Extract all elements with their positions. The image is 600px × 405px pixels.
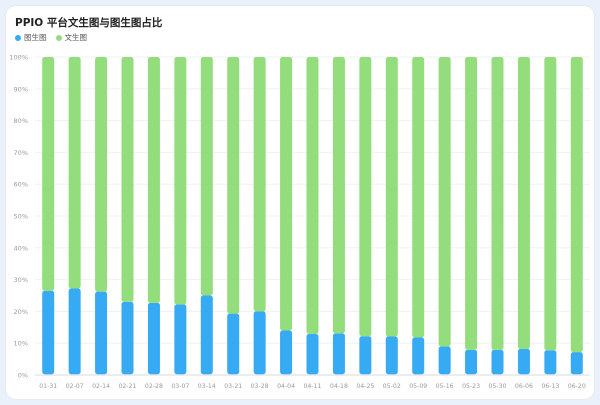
y-tick-label: 80% [14, 117, 28, 125]
x-tick-label: 04-25 [356, 383, 374, 390]
bar-segment-img2img [491, 349, 504, 375]
bar-segment-img2img [359, 336, 372, 375]
bar-segment-txt2img [174, 57, 187, 305]
x-tick-label: 06-06 [515, 383, 533, 390]
bar-segment-img2img [570, 352, 583, 375]
bar-segment-img2img [306, 333, 319, 375]
bar-segment-img2img [517, 348, 530, 375]
y-tick-label: 60% [14, 181, 28, 189]
y-tick-label: 40% [14, 244, 28, 252]
x-tick-label: 05-02 [383, 383, 401, 390]
bar-segment-img2img [253, 311, 266, 375]
bar-segment-img2img [174, 304, 187, 375]
bar-segment-img2img [227, 313, 240, 375]
x-tick-label: 04-18 [330, 383, 348, 390]
y-tick-label: 50% [14, 213, 28, 221]
legend-dot-txt2img [55, 34, 62, 41]
bar-segment-img2img [68, 288, 81, 375]
chart-legend: 图生图 文生图 [15, 32, 96, 43]
bar-segment-txt2img [227, 57, 240, 314]
bar-segment-img2img [544, 350, 557, 375]
bar-segment-txt2img [147, 57, 160, 303]
bar-segment-img2img [121, 301, 134, 375]
x-tick-label: 04-04 [277, 383, 295, 390]
x-tick-label: 05-23 [462, 383, 480, 390]
x-tick-label: 03-28 [251, 383, 269, 390]
bar-segment-txt2img [570, 57, 583, 353]
legend-dot-img2img [15, 34, 21, 41]
x-tick-label: 01-31 [39, 383, 57, 390]
bar-segment-img2img [42, 290, 55, 375]
bar-segment-txt2img [68, 57, 81, 289]
bar-segment-txt2img [359, 57, 372, 337]
y-tick-label: 90% [14, 85, 28, 93]
x-tick-label: 02-07 [66, 383, 84, 390]
bar-segment-img2img [95, 291, 108, 375]
y-tick-label: 20% [14, 308, 28, 316]
y-tick-label: 70% [14, 149, 28, 157]
bar-segment-img2img [465, 349, 478, 375]
bar-segment-txt2img [385, 57, 398, 337]
x-tick-label: 05-30 [489, 383, 507, 390]
bar-segment-img2img [385, 336, 398, 375]
x-tick-label: 02-21 [119, 383, 137, 390]
legend-item-txt2img[interactable]: 文生图 [55, 32, 88, 43]
bar-segment-txt2img [332, 57, 345, 334]
bar-segment-txt2img [465, 57, 478, 350]
x-tick-label: 04-11 [304, 383, 322, 390]
x-tick-label: 05-16 [436, 383, 454, 390]
x-tick-label: 06-20 [568, 383, 586, 390]
bar-segment-img2img [438, 346, 451, 375]
bar-segment-txt2img [544, 57, 557, 351]
x-tick-label: 03-21 [224, 383, 242, 390]
legend-item-img2img[interactable]: 图生图 [15, 32, 47, 43]
x-tick-label: 02-28 [145, 383, 163, 390]
y-tick-label: 30% [14, 276, 28, 284]
legend-label-txt2img: 文生图 [64, 33, 88, 42]
x-tick-label: 03-14 [198, 383, 216, 390]
bar-segment-img2img [280, 330, 293, 375]
bar-segment-txt2img [253, 57, 266, 312]
bar-segment-txt2img [517, 57, 530, 349]
y-tick-label: 100% [9, 54, 28, 62]
y-tick-label: 0% [18, 372, 28, 380]
bar-segment-img2img [412, 337, 425, 375]
bar-segment-img2img [200, 295, 213, 375]
x-tick-label: 03-07 [171, 383, 189, 390]
bar-segment-txt2img [306, 57, 319, 334]
bar-segment-txt2img [438, 57, 451, 347]
legend-label-img2img: 图生图 [24, 33, 47, 42]
x-tick-label: 06-13 [541, 383, 559, 390]
x-tick-label: 02-14 [92, 383, 110, 390]
bar-segment-txt2img [491, 57, 504, 350]
bar-segment-txt2img [412, 57, 425, 338]
bar-segment-txt2img [280, 57, 293, 331]
bar-segment-txt2img [42, 57, 55, 291]
bar-segment-txt2img [200, 57, 213, 296]
bar-segment-img2img [147, 302, 160, 375]
bar-segment-txt2img [95, 57, 108, 292]
y-tick-label: 10% [14, 340, 28, 348]
x-tick-label: 05-09 [409, 383, 427, 390]
bar-segment-txt2img [121, 57, 134, 302]
bar-segment-img2img [332, 333, 345, 375]
chart-title: PPIO 平台文生图与图生图占比 [15, 17, 163, 29]
